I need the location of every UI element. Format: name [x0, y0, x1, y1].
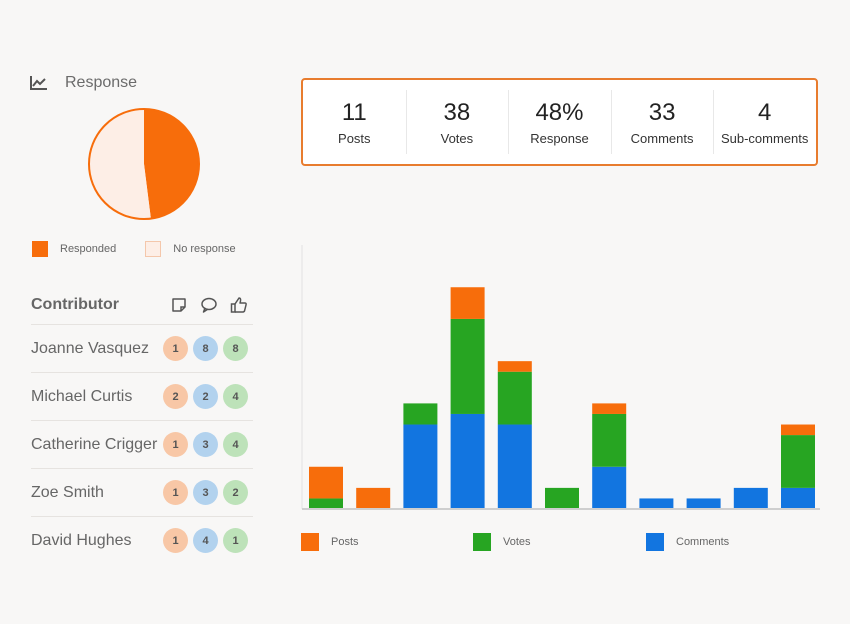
bar-votes-5[interactable] [497, 371, 532, 425]
legend-posts-label: Posts [331, 536, 359, 548]
bar-posts-7[interactable] [592, 403, 627, 414]
bar-comments-7[interactable] [592, 466, 627, 509]
contributor-name: Michael Curtis [31, 387, 133, 405]
bar-comments-3[interactable] [403, 424, 438, 509]
contributor-row[interactable]: Joanne Vasquez 1 8 8 [31, 325, 253, 373]
stat-value: 38 [443, 98, 471, 126]
posts-count-badge: 1 [163, 432, 188, 457]
stat-sub-comments: 4 Sub-comments [713, 80, 816, 164]
posts-swatch [301, 533, 319, 551]
stats-panel: 11 Posts 38 Votes 48% Response 33 Commen… [301, 78, 818, 166]
comments-count-badge: 2 [193, 384, 218, 409]
votes-count-badge: 4 [223, 432, 248, 457]
bar-votes-1[interactable] [309, 498, 343, 509]
comments-count-badge: 3 [193, 432, 218, 457]
stat-label: Comments [630, 130, 694, 146]
bar-comments-9[interactable] [686, 498, 721, 509]
pie-slice-responded [144, 109, 199, 219]
bar-comments-5[interactable] [497, 424, 532, 509]
bar-posts-11[interactable] [781, 424, 815, 436]
contributor-name: David Hughes [31, 531, 132, 549]
stat-comments: 33 Comments [610, 80, 714, 164]
no-response-legend-label: No response [173, 243, 236, 255]
stat-label: Response [530, 130, 589, 146]
bar-votes-4[interactable] [450, 318, 485, 414]
comments-swatch [646, 533, 664, 551]
stat-value: 4 [757, 98, 772, 126]
votes-count-badge: 1 [223, 528, 248, 553]
bar-votes-3[interactable] [403, 403, 438, 425]
contributor-name: Joanne Vasquez [31, 339, 150, 357]
votes-swatch [473, 533, 491, 551]
legend-votes-label: Votes [503, 536, 531, 548]
bar-comments-11[interactable] [781, 487, 815, 509]
comments-count-badge: 3 [193, 480, 218, 505]
contributor-row[interactable]: Catherine Crigger 1 3 4 [31, 421, 253, 469]
legend-comments-label: Comments [676, 536, 730, 548]
responded-swatch [32, 241, 48, 257]
bar-comments-8[interactable] [639, 498, 674, 509]
bar-comments-4[interactable] [450, 413, 485, 509]
posts-count-badge: 1 [163, 528, 188, 553]
contributor-name: Zoe Smith [31, 483, 104, 501]
pie-legend: Responded No response [32, 241, 236, 257]
stat-posts: 11 Posts [303, 80, 406, 164]
stat-value: 33 [648, 98, 676, 126]
activity-bar-chart [301, 245, 820, 510]
line-chart-icon [30, 76, 47, 90]
contributor-header: Contributor [31, 286, 253, 325]
responded-legend-label: Responded [60, 243, 117, 255]
contributor-table: Contributor Joanne Vasquez 1 8 8 Michael… [31, 286, 253, 564]
bar-posts-4[interactable] [450, 287, 485, 319]
pie-slice-no-response [89, 109, 151, 219]
legend-posts: Posts [301, 533, 359, 551]
bar-votes-11[interactable] [781, 435, 815, 488]
contributor-row[interactable]: Michael Curtis 2 2 4 [31, 373, 253, 421]
stat-label: Posts [338, 130, 371, 146]
response-pie-chart [88, 108, 200, 220]
no-response-swatch [145, 241, 162, 257]
bar-posts-2[interactable] [356, 487, 391, 509]
posts-count-badge: 1 [163, 480, 188, 505]
response-title: Response [65, 74, 138, 91]
votes-count-badge: 2 [223, 480, 248, 505]
stat-label: Sub-comments [720, 130, 809, 146]
thumbs-up-icon [230, 297, 247, 313]
votes-count-badge: 4 [223, 384, 248, 409]
comments-count-badge: 4 [193, 528, 218, 553]
stat-value: 11 [341, 98, 367, 126]
pie-outline [88, 108, 200, 220]
post-note-icon [172, 298, 186, 312]
contributor-row[interactable]: Zoe Smith 1 3 2 [31, 469, 253, 517]
comment-bubble-icon [201, 297, 217, 313]
contributor-name: Catherine Crigger [31, 435, 158, 453]
legend-votes: Votes [473, 533, 531, 551]
stat-value: 48% [535, 98, 584, 126]
bar-comments-10[interactable] [733, 487, 768, 509]
bar-posts-5[interactable] [497, 361, 532, 372]
bar-votes-7[interactable] [592, 413, 627, 467]
posts-count-badge: 1 [163, 336, 188, 361]
posts-count-badge: 2 [163, 384, 188, 409]
stat-label: Votes [440, 130, 474, 146]
legend-comments: Comments [646, 533, 729, 551]
stat-votes: 38 Votes [405, 80, 509, 164]
bar-votes-6[interactable] [545, 487, 579, 509]
comments-count-badge: 8 [193, 336, 218, 361]
bar-posts-1[interactable] [309, 466, 343, 499]
contributor-title: Contributor [31, 296, 119, 313]
response-header: Response [30, 74, 137, 92]
contributor-row[interactable]: David Hughes 1 4 1 [31, 517, 253, 564]
votes-count-badge: 8 [223, 336, 248, 361]
stat-response: 48% Response [508, 80, 611, 164]
